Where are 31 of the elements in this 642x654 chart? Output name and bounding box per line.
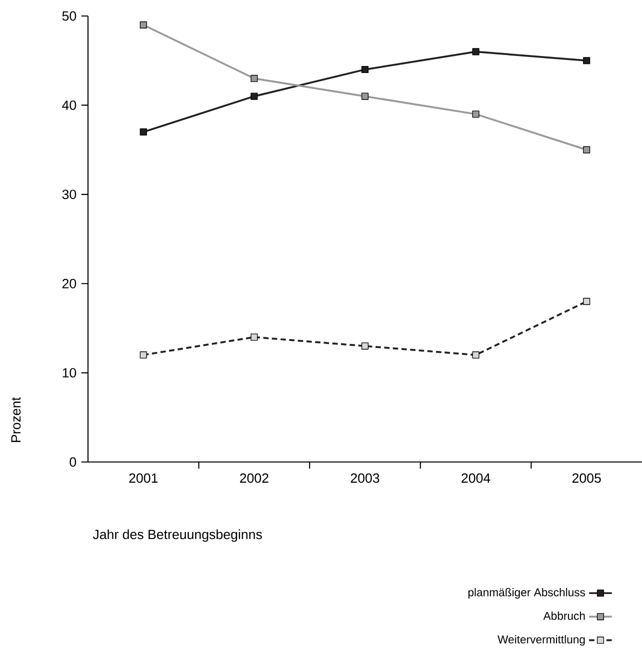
- point: [140, 21, 147, 28]
- y-tick-label: 10: [62, 368, 76, 378]
- x-tick-label: 2003: [350, 473, 380, 483]
- point: [361, 66, 369, 74]
- x-tick-label: 2001: [129, 473, 158, 483]
- point: [361, 92, 369, 100]
- point: [472, 110, 480, 118]
- point: [583, 57, 590, 64]
- y-tick-label: 0: [70, 457, 76, 467]
- x-tick-label: 2004: [462, 473, 490, 483]
- point: [361, 342, 369, 350]
- legend-label: Weitervermittlung: [498, 635, 585, 646]
- legend-label: Abbruch: [543, 612, 585, 620]
- x-tick-label: 2002: [240, 473, 268, 483]
- point: [250, 74, 258, 82]
- y-tick-label: 40: [62, 100, 76, 110]
- y-axis-title: Prozent: [11, 397, 21, 442]
- point: [472, 48, 480, 56]
- point: [472, 351, 480, 358]
- point: [583, 298, 590, 305]
- point: [140, 128, 147, 136]
- point: [583, 146, 590, 154]
- point: [250, 92, 258, 100]
- y-tick-label: 30: [62, 190, 76, 200]
- y-tick-label: 50: [62, 11, 76, 21]
- x-tick-label: 2005: [572, 473, 601, 483]
- y-tick-label: 20: [62, 278, 76, 288]
- point: [140, 351, 147, 358]
- legend-label: planmäßiger Abschluss: [468, 588, 586, 599]
- x-axis-title: Jahr des Betreuungsbeginns: [92, 529, 262, 542]
- point: [250, 334, 258, 341]
